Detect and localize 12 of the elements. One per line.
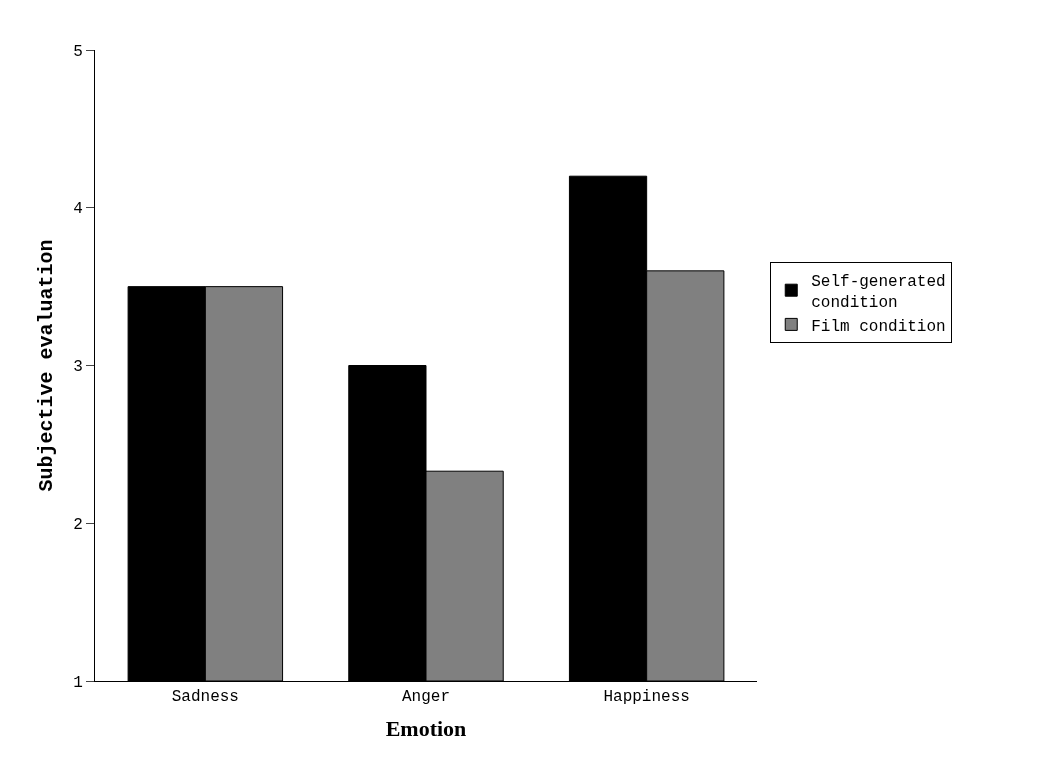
x-tick-label: Anger — [401, 688, 451, 707]
x-axis-title: Emotion — [385, 716, 467, 742]
y-axis-title: Subjective evaluation — [34, 239, 58, 492]
x-tick-label: Happiness — [603, 688, 690, 707]
y-tick-label: 5 — [73, 42, 83, 61]
y-tick-label: 4 — [73, 200, 83, 219]
y-tick-label: 3 — [73, 358, 83, 377]
legend-label: Self-generated condition — [811, 273, 946, 312]
y-tick-label: 2 — [73, 515, 83, 534]
y-tick-label: 1 — [73, 673, 83, 692]
x-tick-label: Sadness — [171, 688, 239, 707]
legend-label: Film condition — [811, 317, 946, 336]
